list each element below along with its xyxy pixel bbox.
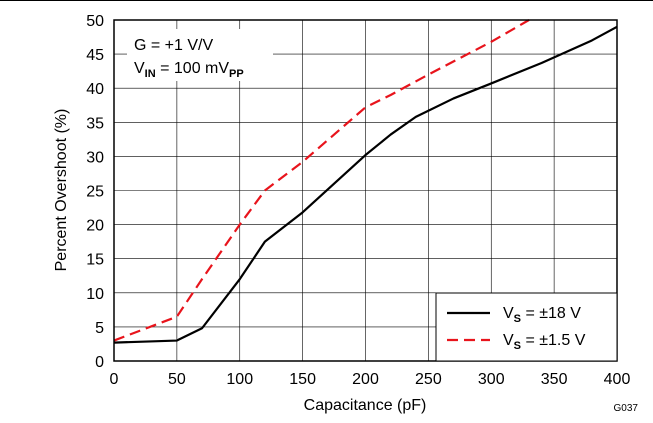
legend-label-18v: VS = ±18 V (503, 305, 581, 325)
x-tick-label: 200 (352, 371, 379, 388)
x-tick-label: 150 (289, 371, 316, 388)
y-tick-label: 40 (86, 81, 104, 98)
y-tick-label: 35 (86, 115, 104, 132)
annotation-box (127, 29, 273, 81)
x-tick-label: 350 (541, 371, 568, 388)
x-tick-label: 0 (110, 371, 119, 388)
legend-box (435, 292, 618, 362)
annotation-input: VIN = 100 mVPP (134, 60, 244, 80)
x-tick-label: 250 (415, 371, 442, 388)
x-tick-label: 100 (226, 371, 253, 388)
x-axis-label: Capacitance (pF) (304, 397, 427, 414)
y-tick-label: 5 (95, 320, 104, 337)
annotation-gain: G = +1 V/V (134, 37, 213, 54)
legend-label-1p5v: VS = ±1.5 V (503, 332, 586, 352)
x-tick-label: 400 (604, 371, 631, 388)
y-tick-label: 25 (86, 184, 104, 201)
x-tick-label: 50 (168, 371, 186, 388)
y-tick-label: 10 (86, 286, 104, 303)
plot-frame (113, 19, 618, 362)
series-line-1p5v (113, 19, 530, 342)
y-tick-label: 45 (86, 47, 104, 64)
series-lines (113, 19, 618, 344)
y-tick-label: 0 (95, 354, 104, 371)
y-tick-label: 20 (86, 218, 104, 235)
y-tick-label: 50 (86, 13, 104, 30)
y-tick-labels: 0 5 10 15 20 25 30 35 40 45 50 (86, 13, 104, 371)
figure-id: G037 (614, 403, 639, 414)
y-tick-label: 30 (86, 149, 104, 166)
x-tick-label: 300 (478, 371, 505, 388)
x-tick-labels: 0 50 100 150 200 250 300 350 400 (110, 371, 631, 388)
y-axis-label: Percent Overshoot (%) (53, 109, 70, 272)
series-line-18v (113, 25, 618, 344)
y-tick-label: 15 (86, 252, 104, 269)
